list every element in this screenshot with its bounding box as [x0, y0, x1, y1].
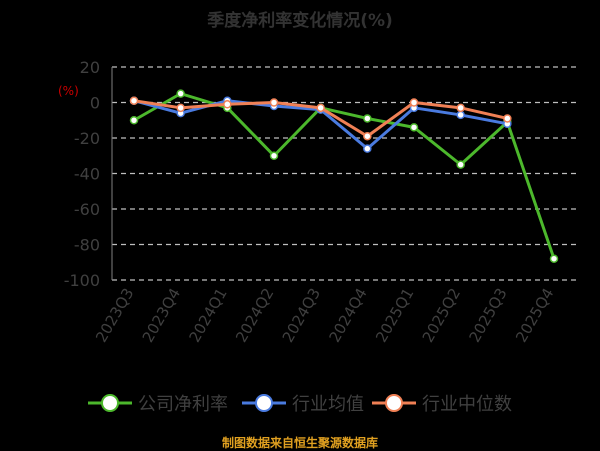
data-source-note: 制图数据来自恒生聚源数据库: [221, 436, 378, 450]
data-point: [549, 254, 559, 263]
x-tick-label: 2024Q4: [325, 285, 370, 346]
data-point: [176, 103, 185, 113]
data-point: [456, 110, 465, 120]
x-tick-label: 2024Q1: [185, 285, 230, 346]
legend-marker: [101, 394, 119, 412]
x-tick-label: 2025Q3: [465, 285, 510, 346]
y-tick-label: -100: [64, 271, 100, 290]
data-point: [269, 151, 279, 160]
x-tick-label: 2025Q4: [512, 285, 557, 346]
legend-label: 公司净利率: [138, 394, 228, 415]
data-point: [223, 100, 232, 109]
x-tick-label: 2025Q2: [419, 285, 464, 346]
y-tick-label: 0: [90, 94, 100, 113]
data-point: [456, 103, 465, 113]
x-tick-label: 2024Q3: [279, 285, 324, 346]
x-tick-label: 2023Q4: [139, 285, 184, 346]
data-point: [503, 114, 512, 123]
series-line: [133, 92, 556, 260]
y-tick-label: -40: [74, 165, 100, 184]
legend-label: 行业中位数: [422, 394, 512, 415]
data-point: [363, 131, 372, 141]
data-point: [269, 98, 279, 107]
legend-marker: [255, 394, 273, 412]
data-point: [409, 98, 419, 107]
data-point: [363, 114, 372, 123]
x-tick-label: 2025Q1: [372, 285, 417, 346]
legend-marker: [385, 394, 403, 412]
data-point: [129, 96, 139, 105]
data-point: [456, 160, 465, 169]
data-point: [409, 123, 419, 132]
x-tick-label: 2024Q2: [232, 285, 277, 346]
x-tick-label: 2023Q3: [92, 285, 137, 346]
data-point: [316, 103, 325, 113]
data-point: [129, 116, 139, 125]
y-tick-label: -60: [74, 200, 100, 219]
legend-label: 行业均值: [292, 394, 364, 415]
data-point: [363, 144, 372, 153]
y-unit-label: (%): [58, 84, 79, 98]
data-point: [176, 89, 185, 98]
y-tick-label: 20: [80, 58, 100, 77]
y-tick-label: -20: [74, 129, 100, 148]
chart-title: 季度净利率变化情况(%): [207, 11, 393, 31]
y-tick-label: -80: [74, 236, 100, 255]
